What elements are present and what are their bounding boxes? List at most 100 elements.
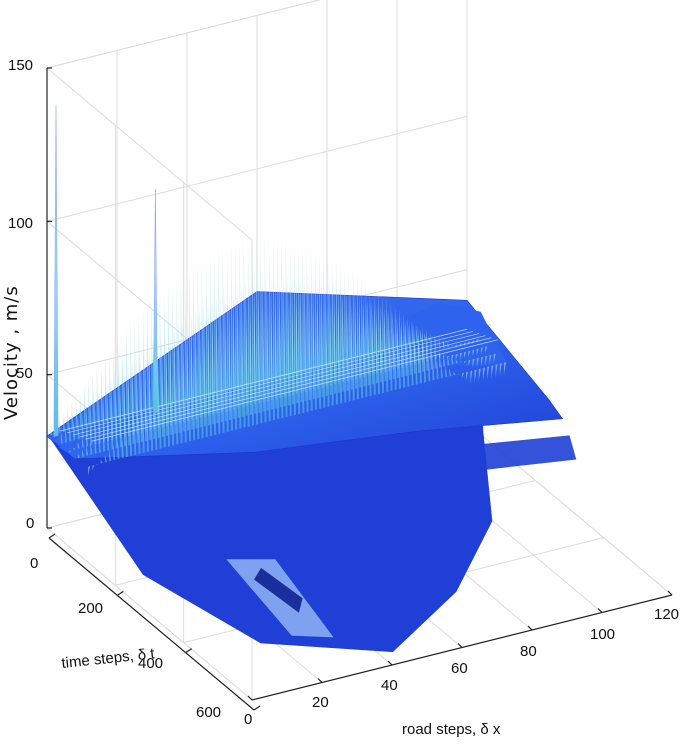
- axis-labels: 150 100 50 0 0 200 400 600 0 20 40 60 80…: [1, 57, 679, 738]
- velocity-spike: [266, 315, 269, 411]
- velocity-spike: [407, 316, 410, 346]
- velocity-spike: [121, 433, 124, 459]
- velocity-spike: [195, 348, 198, 429]
- velocity-spike: [304, 310, 307, 402]
- x-tick-20: 20: [312, 694, 329, 711]
- velocity-spike: [310, 247, 313, 370]
- velocity-spike: [273, 237, 276, 380]
- velocity-spike: [445, 365, 448, 378]
- velocity-spike: [466, 371, 469, 382]
- velocity-spike: [92, 465, 95, 471]
- velocity-spike: [487, 366, 490, 380]
- velocity-spike: [369, 283, 372, 356]
- velocity-spike: [235, 323, 238, 430]
- velocity-spike: [394, 330, 397, 390]
- velocity-spike: [418, 339, 421, 373]
- velocity-spike: [434, 334, 437, 351]
- velocity-spike: [310, 302, 313, 411]
- velocity-spike: [138, 312, 141, 414]
- velocity-spike: [355, 315, 358, 389]
- x-tick-0: 0: [244, 711, 252, 728]
- velocity-spike: [254, 318, 257, 414]
- t-tick: [48, 533, 56, 539]
- z-tick-0: 0: [26, 515, 34, 532]
- velocity-spike: [453, 371, 456, 376]
- z-tick-100: 100: [8, 215, 33, 232]
- velocity-spike: [342, 313, 345, 392]
- velocity-spike: [132, 399, 135, 445]
- velocity-spike: [146, 403, 149, 452]
- velocity-spike: [468, 359, 471, 367]
- velocity-spike: [84, 382, 87, 427]
- velocity-spike: [300, 310, 303, 403]
- velocity-spike: [226, 244, 229, 391]
- velocity-spike: [382, 294, 385, 353]
- velocity-spike: [394, 305, 397, 349]
- velocity-spike: [455, 359, 458, 364]
- velocity-spike: [365, 280, 368, 357]
- velocity-spike: [451, 356, 454, 365]
- tall-spike-2: [152, 188, 158, 414]
- velocity-spike: [382, 323, 385, 394]
- velocity-spike: [237, 325, 240, 419]
- velocity-spike: [214, 250, 217, 395]
- velocity-spike: [314, 302, 317, 410]
- velocity-spike: [285, 239, 288, 377]
- velocity-spike: [212, 337, 215, 425]
- velocity-spike: [476, 339, 479, 343]
- velocity-spike: [476, 357, 479, 368]
- velocity-spike: [419, 346, 422, 384]
- t-tick-0: 0: [30, 555, 38, 572]
- velocity-spike: [472, 358, 475, 369]
- velocity-spike: [491, 365, 494, 379]
- x-tick: [387, 660, 393, 666]
- velocity-spike: [182, 356, 185, 432]
- velocity-spike: [319, 250, 322, 368]
- t-axis-line: [48, 537, 255, 711]
- velocity-spike: [376, 322, 379, 384]
- velocity-spike: [352, 310, 355, 401]
- velocity-spike: [336, 259, 339, 364]
- x-tick: [457, 643, 463, 648]
- x-tick: [597, 608, 603, 613]
- velocity-spike: [250, 320, 253, 415]
- mesh-line: [73, 333, 480, 436]
- velocity-spike: [264, 237, 267, 382]
- velocity-spike: [380, 323, 383, 383]
- velocity-spike: [142, 408, 145, 453]
- velocity-spike: [104, 454, 107, 463]
- velocity-spike: [489, 354, 492, 365]
- velocity-spike: [193, 262, 196, 400]
- velocity-spike: [365, 315, 368, 398]
- velocity-spike: [222, 246, 225, 393]
- grid-line: [46, 527, 253, 701]
- velocity-spike: [163, 286, 166, 407]
- velocity-spike: [464, 360, 467, 364]
- velocity-spike: [323, 303, 326, 408]
- velocity-spike: [420, 328, 423, 343]
- velocity-spike: [188, 359, 191, 442]
- velocity-spike: [105, 354, 108, 422]
- velocity-spike: [403, 312, 406, 347]
- velocity-spike: [77, 442, 80, 449]
- t-tick: [253, 705, 261, 711]
- velocity-spike: [168, 282, 171, 406]
- velocity-spike: [338, 312, 341, 393]
- velocity-spike: [468, 350, 471, 358]
- velocity-spike: [271, 314, 274, 410]
- velocity-spike: [440, 362, 443, 379]
- velocity-spike: [281, 238, 284, 378]
- velocity-spike: [235, 241, 238, 389]
- surface-mesh-lines: [60, 328, 498, 442]
- velocity-spike: [287, 311, 290, 406]
- velocity-spike: [178, 360, 181, 433]
- velocity-spike: [428, 352, 431, 382]
- velocity-spike: [121, 332, 124, 418]
- velocity-spike: [184, 268, 187, 402]
- velocity-spike: [323, 252, 326, 367]
- t-tick-600: 600: [196, 704, 221, 721]
- velocity-spike: [100, 459, 103, 464]
- surface-front-lip: [101, 435, 577, 513]
- velocity-spike: [247, 238, 250, 386]
- velocity-spike: [113, 443, 116, 461]
